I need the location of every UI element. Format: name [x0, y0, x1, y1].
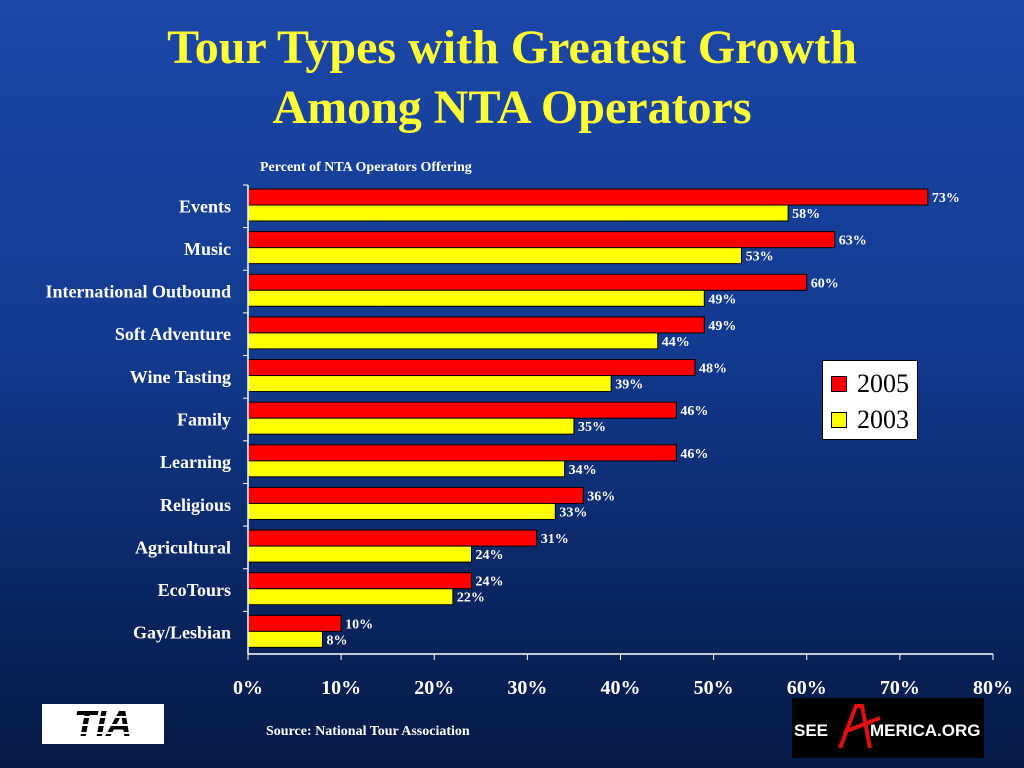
- tia-logo-graphic: TIA: [42, 703, 164, 744]
- x-tick-label: 70%: [880, 677, 920, 699]
- category-label-religious: Religious: [160, 495, 231, 515]
- x-tick-label: 80%: [973, 677, 1013, 699]
- value-label-2003-wine-tasting: 39%: [615, 378, 643, 393]
- value-label-2003-religious: 33%: [559, 505, 587, 520]
- category-labels: Events Music International Outbound Soft Ad…: [45, 196, 231, 642]
- value-label-2003-learning: 34%: [569, 463, 597, 478]
- tia-logo-text: TIA: [74, 704, 132, 744]
- legend-label-2005: 2005: [857, 369, 909, 398]
- series-2003-bars: [247, 204, 789, 648]
- value-label-2005-soft-adventure: 49%: [708, 319, 736, 334]
- value-label-2005-religious: 36%: [587, 489, 615, 504]
- x-tick-label: 40%: [601, 677, 641, 699]
- value-label-2005-family: 46%: [680, 404, 708, 419]
- category-label-family: Family: [177, 410, 231, 430]
- value-label-2003-ecotours: 22%: [457, 591, 485, 606]
- x-tick-labels: 0% 10% 20% 30% 40% 50% 60% 70% 80%: [233, 677, 1013, 699]
- value-label-2005-agricultural: 31%: [541, 532, 569, 547]
- value-label-2005-gay-lesbian: 10%: [345, 617, 373, 632]
- bar-2005-agricultural: [247, 529, 538, 547]
- value-label-2003-family: 35%: [578, 420, 606, 435]
- value-label-2005-wine-tasting: 48%: [699, 362, 727, 377]
- bar-2005-learning: [247, 444, 677, 462]
- value-label-2005-learning: 46%: [680, 447, 708, 462]
- category-label-wine-tasting: Wine Tasting: [130, 367, 231, 387]
- x-tick-label: 10%: [321, 677, 361, 699]
- see-america-logo-right: MERICA.ORG: [870, 721, 981, 740]
- bar-2003-international-outbound: [247, 289, 705, 307]
- category-label-events: Events: [179, 196, 231, 216]
- bar-2005-family: [247, 401, 677, 419]
- bar-2005-ecotours: [247, 572, 472, 590]
- legend-swatch-2003: [831, 412, 847, 428]
- tia-logo: TIA: [42, 703, 164, 744]
- bar-2003-family: [247, 417, 575, 435]
- value-labels: 73% 58% 63% 53% 60% 49% 49% 44% 48% 39% 46% 35% 46% 3…: [327, 191, 960, 648]
- chart-legend: 2005 2003: [822, 360, 918, 440]
- x-tick-label: 50%: [694, 677, 734, 699]
- category-label-agricultural: Agricultural: [135, 537, 231, 557]
- bar-2003-music: [247, 247, 743, 265]
- title-line-2: Among NTA Operators: [272, 81, 752, 134]
- bar-2005-events: [247, 188, 929, 206]
- value-label-2003-soft-adventure: 44%: [662, 335, 690, 350]
- bar-2003-agricultural: [247, 545, 472, 563]
- bar-2005-religious: [247, 486, 584, 504]
- see-america-logo-left: SEE: [794, 721, 828, 740]
- value-label-2005-ecotours: 24%: [476, 575, 504, 590]
- value-label-2005-events: 73%: [932, 191, 960, 206]
- bar-2003-wine-tasting: [247, 375, 612, 393]
- bar-2005-soft-adventure: [247, 316, 705, 334]
- page-title: Tour Types with Greatest Growth Among NT…: [0, 18, 1024, 138]
- see-america-logo-graphic: SEE MERICA.ORG: [794, 704, 981, 749]
- x-tick-label: 30%: [507, 677, 547, 699]
- category-label-ecotours: EcoTours: [158, 580, 231, 600]
- x-tick-label: 0%: [233, 677, 263, 699]
- x-tick-label: 20%: [414, 677, 454, 699]
- value-label-2005-music: 63%: [839, 234, 867, 249]
- chart-axes: [243, 184, 994, 660]
- bar-2005-music: [247, 231, 836, 249]
- see-america-logo: SEE MERICA.ORG: [792, 698, 984, 758]
- value-label-2003-events: 58%: [792, 207, 820, 222]
- category-label-gay-lesbian: Gay/Lesbian: [133, 623, 231, 643]
- bar-2003-events: [247, 204, 789, 222]
- category-label-learning: Learning: [160, 452, 231, 472]
- value-label-2003-gay-lesbian: 8%: [327, 633, 348, 648]
- bar-2005-international-outbound: [247, 273, 808, 291]
- legend-label-2003: 2003: [857, 405, 909, 434]
- bar-2003-soft-adventure: [247, 332, 659, 350]
- bar-2003-learning: [247, 460, 566, 478]
- value-label-2003-music: 53%: [746, 250, 774, 265]
- bar-2003-religious: [247, 502, 556, 520]
- x-tick-label: 60%: [787, 677, 827, 699]
- category-label-international-outbound: International Outbound: [45, 282, 231, 302]
- bar-2003-gay-lesbian: [247, 630, 323, 648]
- category-label-music: Music: [184, 239, 231, 259]
- bar-2003-ecotours: [247, 588, 454, 606]
- source-note: Source: National Tour Association: [266, 724, 470, 739]
- title-line-1: Tour Types with Greatest Growth: [167, 21, 857, 74]
- value-label-2005-international-outbound: 60%: [811, 276, 839, 291]
- value-label-2003-international-outbound: 49%: [708, 292, 736, 307]
- bar-2005-gay-lesbian: [247, 614, 342, 632]
- value-label-2003-agricultural: 24%: [476, 548, 504, 563]
- see-america-star-icon: [838, 704, 881, 749]
- legend-swatch-2005: [831, 376, 847, 392]
- category-label-soft-adventure: Soft Adventure: [115, 324, 231, 344]
- bar-2005-wine-tasting: [247, 359, 696, 377]
- chart-subtitle: Percent of NTA Operators Offering: [260, 160, 472, 175]
